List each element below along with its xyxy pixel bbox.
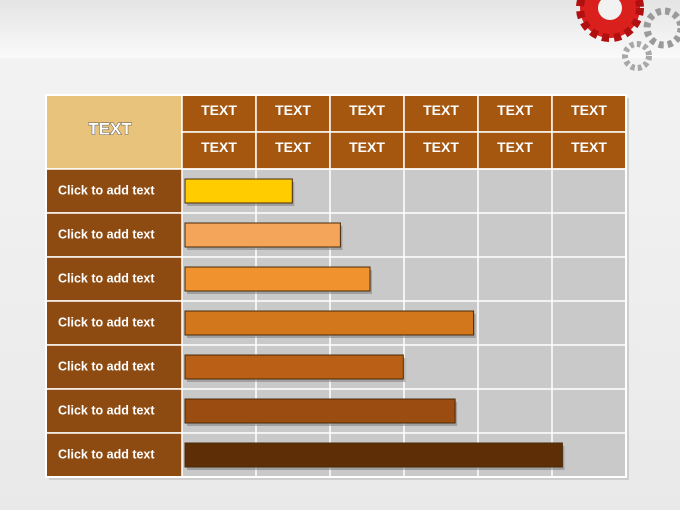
row-label: Click to add text xyxy=(58,447,155,461)
top-band xyxy=(0,0,680,58)
header-cell xyxy=(255,131,331,170)
header-label: TEXT xyxy=(571,102,607,118)
bar xyxy=(184,178,293,204)
gears xyxy=(576,0,680,71)
header-cell xyxy=(551,131,627,170)
row-label: Click to add text xyxy=(58,271,155,285)
corner-label: TEXT xyxy=(88,119,132,138)
row-label-cell xyxy=(45,256,183,302)
header-label: TEXT xyxy=(423,102,459,118)
bar xyxy=(184,442,563,468)
row-label: Click to add text xyxy=(58,315,155,329)
header-label: TEXT xyxy=(201,139,237,155)
header-label: TEXT xyxy=(349,102,385,118)
header-label: TEXT xyxy=(349,139,385,155)
row-label-cell xyxy=(45,168,183,214)
bar xyxy=(184,222,341,248)
bar xyxy=(184,310,475,336)
row-label: Click to add text xyxy=(58,403,155,417)
header-label: TEXT xyxy=(571,139,607,155)
header-label: TEXT xyxy=(201,102,237,118)
row-label-cell xyxy=(45,300,183,346)
table-border xyxy=(45,94,627,478)
header-cell xyxy=(551,94,627,133)
header-label: TEXT xyxy=(423,139,459,155)
bar xyxy=(184,266,371,292)
bar xyxy=(184,398,456,424)
header-label: TEXT xyxy=(497,139,533,155)
header-label: TEXT xyxy=(275,139,311,155)
row-label: Click to add text xyxy=(58,227,155,241)
table: TEXT TEXT TEXT TEXT TEXT TEXT TEXT TEXT TEXT TEXT… xyxy=(45,94,627,478)
header-cell xyxy=(403,131,479,170)
row-label: Click to add text xyxy=(58,359,155,373)
header-label: TEXT xyxy=(497,102,533,118)
bar xyxy=(184,354,404,380)
row-label-cell xyxy=(45,388,183,434)
row-label: Click to add text xyxy=(58,183,155,197)
header-label: TEXT xyxy=(275,102,311,118)
